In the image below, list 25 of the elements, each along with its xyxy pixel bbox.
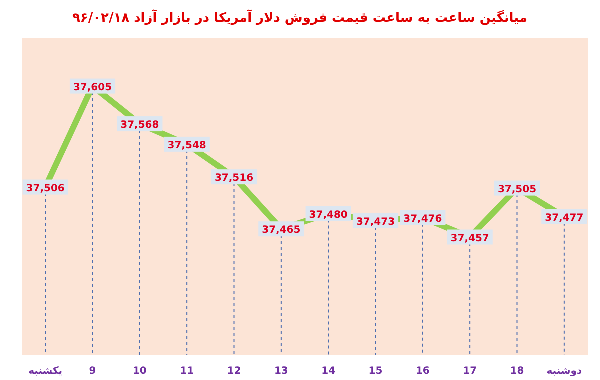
x-tick: 9	[89, 366, 96, 377]
data-label: 37,548	[168, 140, 206, 152]
x-tick: 16	[416, 366, 430, 377]
data-label: 37,457	[450, 233, 490, 244]
x-tick: 13	[274, 366, 288, 377]
data-label: 37,477	[545, 212, 584, 224]
data-label: 37,465	[262, 225, 301, 236]
x-tick: 10	[132, 366, 147, 377]
data-label: 37,505	[498, 184, 537, 196]
x-tick: یکشنبه	[28, 366, 63, 377]
data-label: 37,480	[309, 210, 348, 221]
x-tick: 15	[368, 366, 383, 377]
x-tick: 17	[463, 366, 478, 377]
x-tick: 14	[322, 366, 336, 377]
data-label: 37,516	[214, 173, 254, 184]
data-label: 37,473	[356, 216, 396, 228]
x-tick: 11	[180, 366, 194, 377]
data-label: 37,476	[404, 214, 442, 225]
title: میانگین ساعت به ساعت قیمت فروش دلار آمریکا در بازار آزاد ۹۶/۰۲/۱۸	[72, 11, 528, 26]
x-tick: 18	[510, 366, 524, 377]
x-tick: دوشنبه	[546, 366, 582, 377]
data-label: 37,605	[73, 82, 112, 94]
data-label: 37,506	[26, 183, 65, 194]
data-label: 37,568	[120, 120, 160, 132]
x-tick: 12	[227, 366, 242, 377]
